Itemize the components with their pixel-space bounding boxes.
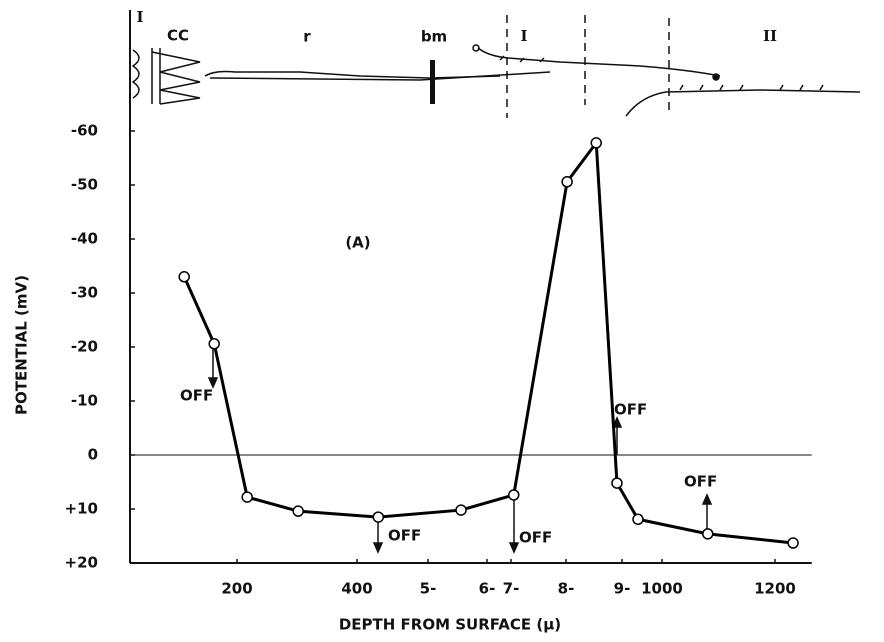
- diagram-label: I: [136, 8, 143, 26]
- diagram-label: bm: [421, 28, 447, 46]
- diagram-label: II: [763, 27, 777, 45]
- data-point: [787, 537, 799, 549]
- diagram-label: I: [520, 27, 527, 45]
- data-point: [632, 513, 644, 526]
- annotation: (A): [345, 234, 370, 252]
- data-point: [590, 137, 602, 149]
- data-point: [372, 511, 385, 523]
- x-tick-label: 200: [221, 580, 252, 598]
- x-tick-label: 1200: [754, 580, 796, 598]
- data-point: [178, 271, 190, 283]
- y-axis-label: POTENTIAL (mV): [13, 275, 31, 415]
- y-tick-label: -30: [71, 284, 98, 302]
- x-axis-label: DEPTH FROM SURFACE (μ): [339, 616, 561, 634]
- data-point: [208, 338, 220, 350]
- x-tick-label: 8-: [558, 580, 575, 598]
- annotation-arrows: [207, 346, 713, 554]
- annotation: OFF: [388, 527, 421, 545]
- data-point: [561, 176, 573, 188]
- y-tick-label: -10: [71, 392, 98, 410]
- data-point: [611, 477, 623, 489]
- x-tick-label: 1000: [641, 580, 683, 598]
- diagram-label: r: [303, 28, 311, 46]
- y-tick-label: -40: [71, 230, 98, 248]
- diagram-label: CC: [167, 27, 189, 45]
- x-tick-label: 400: [341, 580, 372, 598]
- data-point: [292, 505, 304, 517]
- data-point: [702, 528, 714, 540]
- x-tick-label: 6-: [479, 580, 496, 598]
- x-tick-label: 9-: [614, 580, 631, 598]
- annotation: OFF: [519, 529, 552, 547]
- y-tick-label: -50: [71, 176, 98, 194]
- annotation: OFF: [614, 401, 647, 419]
- y-tick-label: +10: [65, 500, 98, 518]
- data-point: [508, 489, 520, 501]
- anatomy-drawing: [131, 15, 861, 118]
- y-tick-label: -60: [71, 122, 98, 140]
- y-tick-label: -20: [71, 338, 98, 356]
- data-point: [455, 504, 467, 516]
- y-tick-label: 0: [88, 446, 98, 464]
- annotation: OFF: [180, 387, 213, 405]
- data-point: [241, 491, 253, 503]
- y-tick-label: +20: [65, 554, 98, 572]
- annotation: OFF: [684, 473, 717, 491]
- x-tick-label: 7-: [503, 580, 520, 598]
- x-tick-label: 5-: [420, 580, 437, 598]
